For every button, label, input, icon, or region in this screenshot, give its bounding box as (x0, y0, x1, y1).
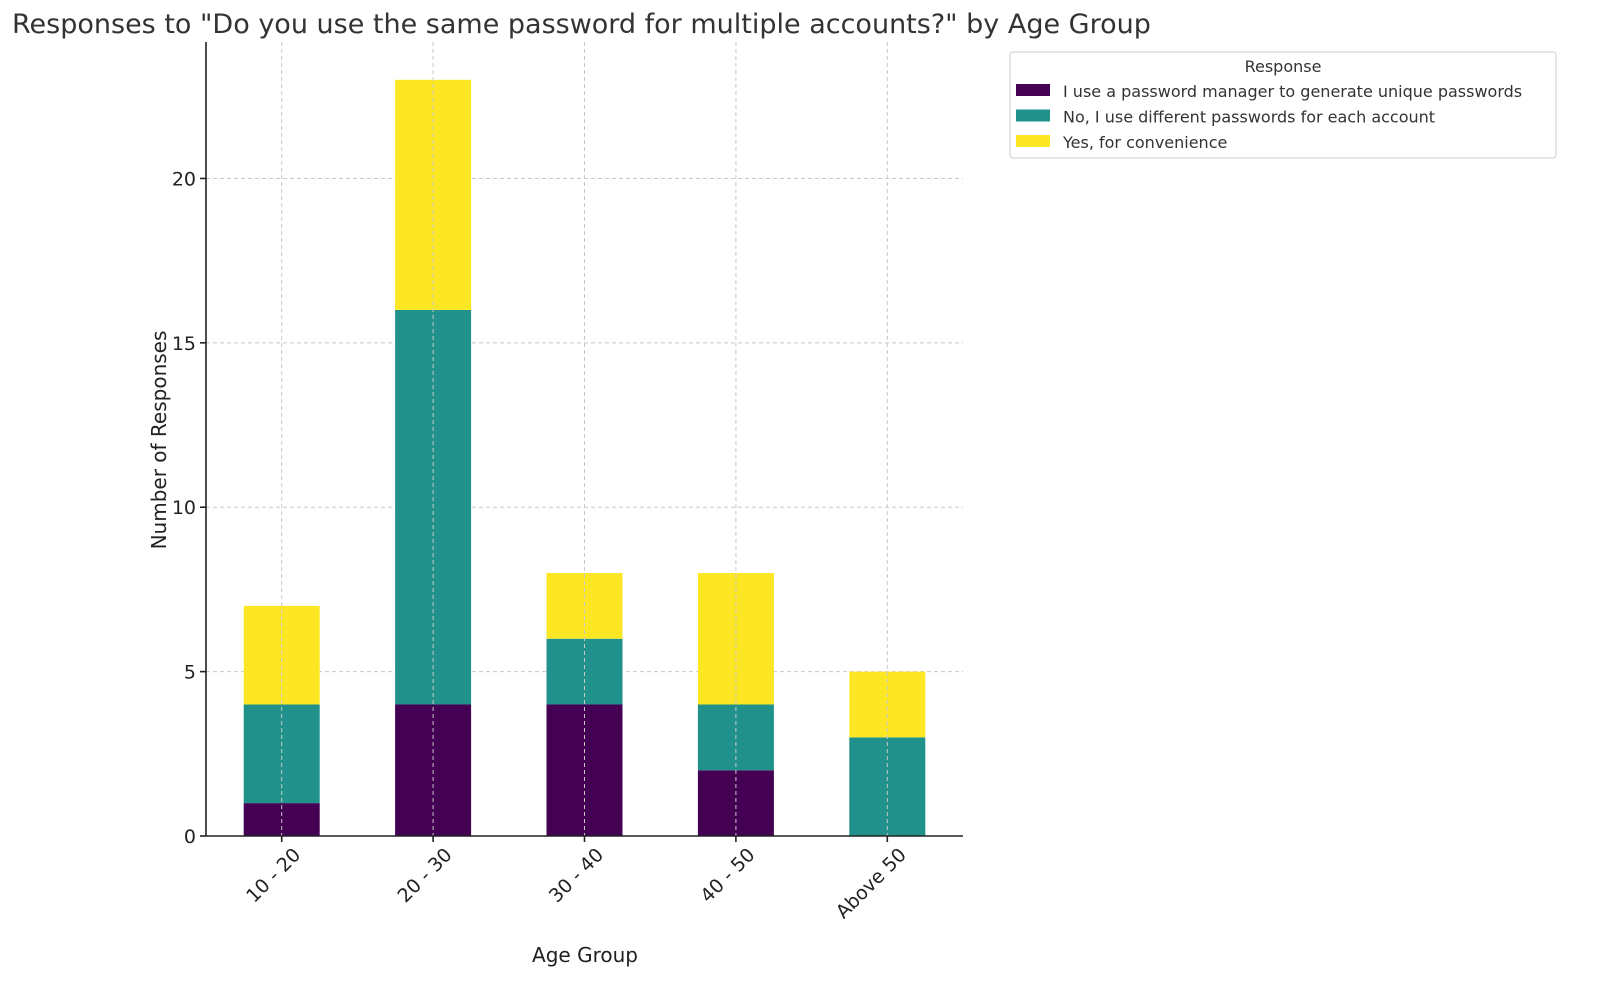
legend: Response I use a password manager to gen… (1009, 51, 1557, 159)
chart-title: Responses to "Do you use the same passwo… (12, 9, 1151, 40)
legend-items: I use a password manager to generate uni… (1016, 82, 1522, 152)
x-tick-label: 10 - 20 (242, 844, 305, 907)
grid-overlay (281, 42, 888, 836)
legend-label: No, I use different passwords for each a… (1063, 108, 1435, 127)
y-tick-label: 5 (184, 662, 196, 684)
x-axis-label: Age Group (532, 943, 638, 967)
legend-swatch (1016, 109, 1050, 122)
x-tick-label: 30 - 40 (545, 844, 608, 907)
legend-frame (1009, 51, 1557, 159)
y-tick-label: 20 (172, 168, 196, 190)
x-tick-label: 40 - 50 (696, 844, 759, 907)
bar-1-4 (697, 770, 774, 836)
legend-swatch (1016, 84, 1050, 96)
y-axis-label: Number of Responses (147, 331, 171, 550)
bar-3-2 (395, 79, 472, 310)
x-tick-label: 20 - 30 (393, 844, 456, 907)
y-tick-label: 0 (184, 826, 196, 848)
x-tick-label: Above 50 (832, 844, 911, 923)
y-tick-label: 15 (172, 333, 196, 355)
axes (200, 42, 963, 842)
legend-label: Yes, for convenience (1062, 133, 1227, 152)
y-tick-label: 10 (172, 497, 196, 519)
bar-2-1 (243, 704, 320, 804)
legend-swatch (1016, 135, 1050, 147)
legend-title: Response (1245, 57, 1322, 76)
legend-label: I use a password manager to generate uni… (1063, 82, 1522, 101)
